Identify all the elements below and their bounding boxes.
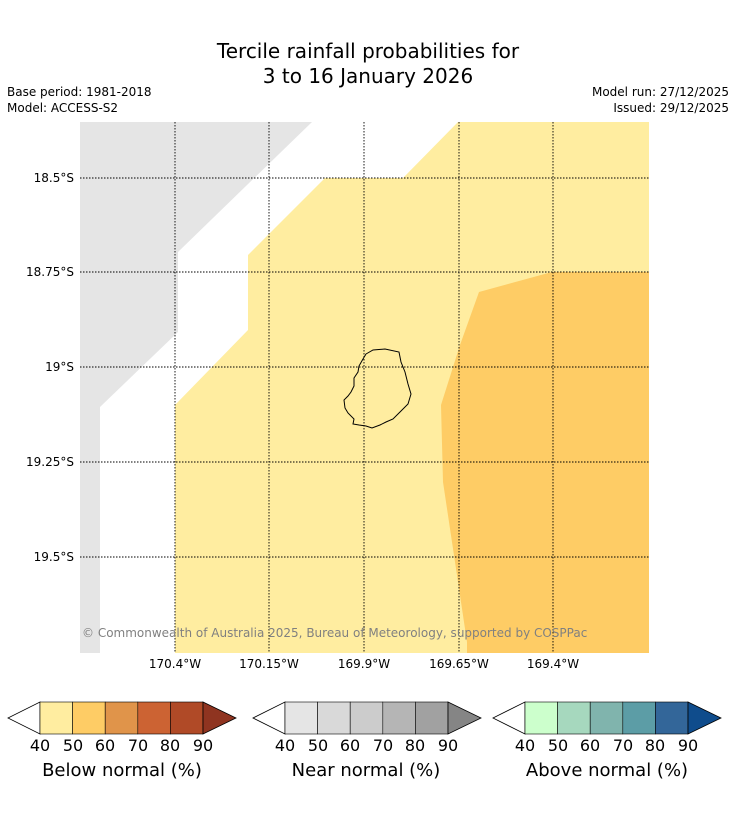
- tick-label: 50: [62, 736, 84, 755]
- map-title-line2: 3 to 16 January 2026: [262, 64, 474, 88]
- lon-label-169-9: 169.9°W: [337, 657, 391, 671]
- colorbar-below-segment: [72, 701, 106, 735]
- lat-label-19-5: 19.5°S: [33, 550, 74, 564]
- lon-label-169-65: 169.65°W: [429, 657, 489, 671]
- colorbar-below-normal: [7, 701, 237, 735]
- tick-label: 90: [192, 736, 214, 755]
- lat-label-19-25: 19.25°S: [26, 455, 74, 469]
- colorbar-below-segment: [39, 701, 73, 735]
- tick-label: 40: [29, 736, 51, 755]
- colorbar-near-segment: [415, 701, 449, 735]
- map-title-line1: Tercile rainfall probabilities for: [216, 39, 520, 63]
- graticule: [80, 122, 649, 653]
- colorbar-near-normal: [252, 701, 482, 735]
- tick-label: 40: [274, 736, 296, 755]
- tick-label: 80: [404, 736, 426, 755]
- tick-label: 70: [127, 736, 149, 755]
- colorbar-below-segment: [170, 701, 204, 735]
- colorbar-above-segment: [524, 701, 558, 735]
- lon-label-170-15: 170.15°W: [239, 657, 299, 671]
- colorbar-below-low-extension: [7, 701, 41, 735]
- tick-label: 90: [437, 736, 459, 755]
- copyright-notice: © Commonwealth of Australia 2025, Bureau…: [82, 626, 588, 640]
- tick-label: 40: [514, 736, 536, 755]
- colorbar-near-segment: [349, 701, 384, 735]
- colorbar-above-high-extension: [687, 701, 722, 735]
- tick-label: 60: [339, 736, 361, 755]
- tick-label: 70: [612, 736, 634, 755]
- colorbar-above-segment: [589, 701, 624, 735]
- tick-label: 50: [547, 736, 569, 755]
- near-normal-region: [80, 122, 312, 653]
- colorbar-near-low-extension: [252, 701, 286, 735]
- colorbar-above-segment: [655, 701, 689, 735]
- model-run-text: Model run: 27/12/2025: [591, 85, 729, 99]
- base-period-text: Base period: 1981-2018: [7, 85, 152, 99]
- colorbar-above-segment: [557, 701, 591, 735]
- colorbar-near-high-extension: [447, 701, 482, 735]
- probability-map: [80, 122, 649, 653]
- map-canvas: [80, 122, 649, 653]
- colorbar-below-segment: [104, 701, 139, 735]
- tick-label: 80: [159, 736, 181, 755]
- niue-coastline: [343, 348, 412, 429]
- colorbar-near-segment: [284, 701, 318, 735]
- tick-label: 60: [94, 736, 116, 755]
- lon-label-169-4: 169.4°W: [526, 657, 580, 671]
- model-text: Model: ACCESS-S2: [7, 101, 119, 115]
- below-normal-50-60-region: [441, 272, 649, 653]
- tick-label: 80: [644, 736, 666, 755]
- issued-text: Issued: 29/12/2025: [613, 101, 729, 115]
- colorbar-above-segment: [622, 701, 656, 735]
- colorbar-near-segment: [382, 701, 416, 735]
- tick-label: 90: [677, 736, 699, 755]
- colorbar-above-normal: [492, 701, 722, 735]
- colorbar-below-segment: [137, 701, 171, 735]
- tick-label: 50: [307, 736, 329, 755]
- colorbar-above-low-extension: [492, 701, 526, 735]
- lat-label-18-5: 18.5°S: [33, 171, 74, 185]
- colorbar-below-high-extension: [202, 701, 237, 735]
- tick-label: 70: [372, 736, 394, 755]
- lon-label-170-4: 170.4°W: [148, 657, 202, 671]
- lat-label-19: 19°S: [45, 360, 74, 374]
- tick-label: 60: [579, 736, 601, 755]
- colorbar-above-label: Above normal (%): [525, 760, 689, 781]
- colorbar-near-label: Near normal (%): [291, 760, 441, 781]
- lat-label-18-75: 18.75°S: [26, 265, 74, 279]
- colorbar-below-label: Below normal (%): [42, 760, 202, 781]
- colorbar-near-segment: [317, 701, 351, 735]
